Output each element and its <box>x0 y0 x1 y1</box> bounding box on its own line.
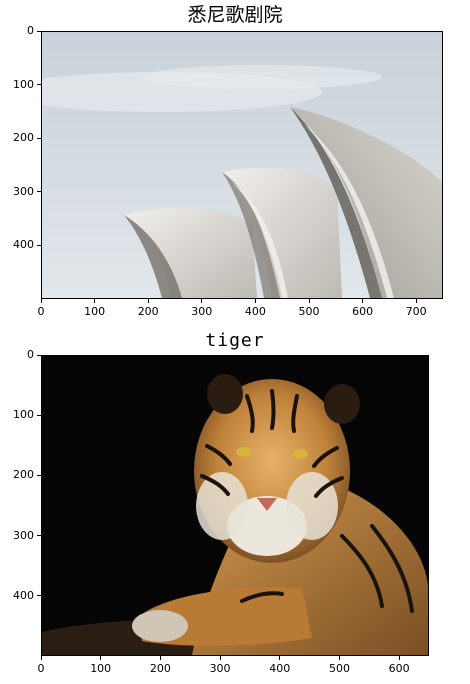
x-tick-mark <box>338 656 340 660</box>
x-tick-label: 400 <box>244 305 266 318</box>
y-tick-mark <box>37 191 41 193</box>
shell-left <box>124 208 257 298</box>
x-tick-mark <box>147 299 149 303</box>
x-tick-mark <box>415 299 417 303</box>
x-tick-mark <box>201 299 203 303</box>
y-tick-mark <box>37 535 41 537</box>
tiger-stripes <box>200 389 414 613</box>
y-tick-mark <box>37 30 41 32</box>
y-tick-label: 0 <box>27 24 34 37</box>
x-tick-mark <box>219 656 221 660</box>
image-panel-tiger <box>41 355 429 656</box>
y-tick-mark <box>37 244 41 246</box>
x-tick-label: 0 <box>37 662 45 675</box>
tiger-paw <box>132 610 188 642</box>
x-tick-mark <box>94 299 96 303</box>
x-tick-label: 100 <box>90 662 112 675</box>
tiger-ear <box>207 374 243 414</box>
x-tick-mark <box>279 656 281 660</box>
x-tick-mark <box>40 656 42 660</box>
y-tick-mark <box>37 414 41 416</box>
x-tick-label: 500 <box>298 305 320 318</box>
tiger-ear <box>324 384 360 424</box>
x-tick-label: 500 <box>328 662 350 675</box>
x-tick-mark <box>254 299 256 303</box>
y-tick-label: 300 <box>13 528 34 542</box>
shell-left-shadow <box>124 215 182 298</box>
tiger-nose <box>257 498 277 511</box>
chart-title: 悉尼歌剧院 <box>187 4 283 26</box>
y-tick-mark <box>37 354 41 356</box>
x-tick-label: 200 <box>149 662 171 675</box>
x-tick-label: 600 <box>388 662 410 675</box>
shell-right <box>290 107 442 298</box>
x-tick-mark <box>100 656 102 660</box>
shell-middle-shadow <box>222 172 280 298</box>
x-tick-label: 300 <box>209 662 231 675</box>
y-tick-mark <box>37 137 41 139</box>
chart-title: tiger <box>205 330 265 351</box>
y-tick-label: 0 <box>27 348 34 361</box>
x-tick-label: 0 <box>37 305 45 318</box>
x-tick-mark <box>398 656 400 660</box>
tiger-eye <box>236 447 252 457</box>
tiger-eye <box>292 449 308 459</box>
shell-middle <box>222 167 342 298</box>
y-tick-mark <box>37 474 41 476</box>
image-panel-opera-house <box>41 31 443 299</box>
tiger-cheek <box>196 472 248 540</box>
y-tick-label: 200 <box>13 131 34 145</box>
x-tick-mark <box>159 656 161 660</box>
x-tick-mark <box>308 299 310 303</box>
x-tick-label: 600 <box>352 305 374 318</box>
shell-middle-light <box>232 182 288 298</box>
cloud <box>142 65 382 89</box>
x-tick-mark <box>362 299 364 303</box>
y-tick-label: 300 <box>13 184 34 198</box>
opera-house-image <box>42 32 442 298</box>
y-tick-mark <box>37 84 41 86</box>
shell-right-light <box>304 124 394 298</box>
x-tick-label: 300 <box>191 305 213 318</box>
x-tick-label: 100 <box>84 305 106 318</box>
y-tick-label: 200 <box>13 468 34 482</box>
y-tick-label: 100 <box>13 77 34 91</box>
shell-right-edge <box>290 107 382 298</box>
y-tick-mark <box>37 595 41 597</box>
x-tick-label: 400 <box>269 662 291 675</box>
tiger-image <box>42 356 428 655</box>
x-tick-mark <box>40 299 42 303</box>
y-tick-label: 400 <box>13 588 34 602</box>
x-tick-label: 700 <box>405 305 427 318</box>
x-tick-label: 200 <box>137 305 159 318</box>
y-tick-label: 100 <box>13 408 34 422</box>
y-tick-label: 400 <box>13 238 34 252</box>
